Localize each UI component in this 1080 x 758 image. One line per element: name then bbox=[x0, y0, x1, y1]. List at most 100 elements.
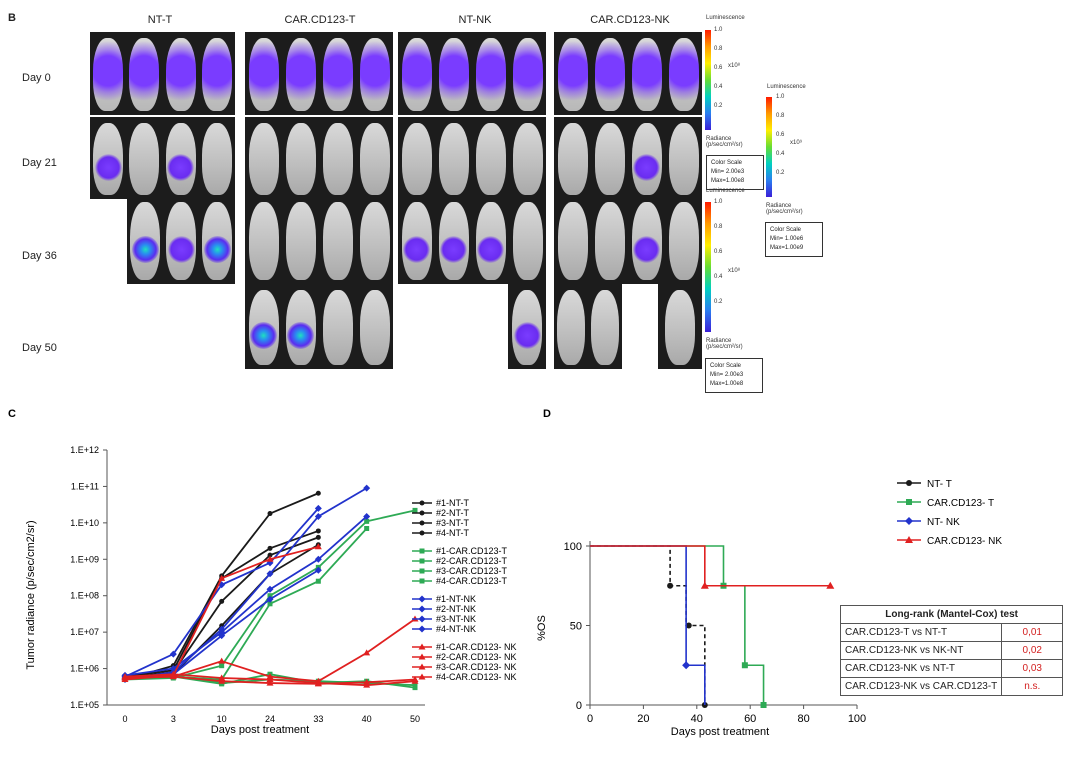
mouse bbox=[591, 290, 619, 365]
table-row: CAR.CD123-T vs NT-T 0,01 bbox=[839, 623, 1064, 642]
mouse bbox=[512, 38, 543, 111]
series-line bbox=[124, 507, 320, 678]
column-title-car-cd123-t: CAR.CD123-T bbox=[284, 14, 356, 26]
data-point bbox=[219, 663, 225, 669]
legend-label: #4-CAR.CD123-T bbox=[436, 576, 508, 586]
y-tick-label: 1.E+09 bbox=[70, 554, 99, 564]
mouse-image-panel bbox=[554, 284, 622, 369]
mouse bbox=[248, 38, 279, 111]
mouse-image-panel bbox=[127, 196, 235, 284]
data-point bbox=[412, 685, 418, 691]
colorbar-top-gradient bbox=[705, 30, 711, 130]
luminescence-signal bbox=[203, 235, 231, 263]
comparison-cell: CAR.CD123-T vs NT-T bbox=[839, 623, 1003, 642]
mouse bbox=[668, 202, 699, 280]
data-point bbox=[314, 512, 322, 520]
legend-marker bbox=[906, 499, 912, 505]
colorbar-bottom-scale-box: Color Scale Min= 2.00e3 Max=1.00e8 bbox=[705, 358, 763, 393]
comparison-cell: CAR.CD123-NK vs NK-NT bbox=[839, 641, 1003, 660]
mouse-image-panel bbox=[508, 284, 546, 369]
x-tick-label: 50 bbox=[410, 714, 420, 724]
panel-b-letter: B bbox=[8, 12, 16, 24]
colorbar-top-tick: 0.4 bbox=[714, 84, 723, 90]
scale-min: Min= 2.00e3 bbox=[711, 169, 745, 175]
mouse bbox=[475, 38, 506, 111]
data-point bbox=[314, 504, 322, 512]
colorbar-mid-tick: 0.8 bbox=[776, 113, 785, 119]
legend-marker bbox=[906, 480, 912, 486]
scale-title: Color Scale bbox=[770, 227, 802, 233]
data-point bbox=[218, 677, 226, 684]
y-tick-label: 1.E+11 bbox=[71, 481, 99, 491]
colorbar-bottom-tick: 1.0 bbox=[714, 199, 723, 205]
table-row: CAR.CD123-NK vs NT-T 0,03 bbox=[839, 659, 1064, 678]
chart-d-x-label: Days post treatment bbox=[671, 726, 769, 738]
chart-d-y-label: %OS bbox=[536, 615, 548, 641]
mouse bbox=[285, 202, 316, 280]
scale-min: Min= 2.00e3 bbox=[710, 372, 744, 378]
x-tick-label: 0 bbox=[122, 714, 127, 724]
mouse-image-panel bbox=[398, 32, 546, 115]
legend-marker bbox=[418, 615, 426, 623]
mouse bbox=[285, 123, 316, 195]
legend-label: NT- T bbox=[927, 479, 952, 490]
legend-label: #3-NT-T bbox=[436, 518, 470, 528]
data-point bbox=[314, 555, 322, 563]
colorbar-top-multiplier: x10⁸ bbox=[728, 63, 741, 69]
colorbar-top-scale-box: Color Scale Min= 2.00e3 Max=1.00e8 bbox=[706, 155, 764, 190]
legend-label: #3-NT-NK bbox=[436, 614, 476, 624]
data-point bbox=[267, 601, 273, 607]
chart-c-x-label: Days post treatment bbox=[211, 724, 309, 735]
mouse-image-panel bbox=[245, 117, 393, 199]
legend-marker bbox=[419, 510, 425, 516]
tumor-radiance-chart: C 1.E+05 1.E+06 1.E+07 1.E+08 1.E+09 1.E+10 1.… bbox=[8, 408, 517, 735]
x-tick-label: 40 bbox=[362, 714, 372, 724]
mouse bbox=[165, 38, 196, 111]
colorbar-bottom-tick: 0.4 bbox=[714, 274, 723, 280]
x-tick-label: 33 bbox=[313, 714, 323, 724]
legend-marker bbox=[418, 625, 426, 633]
mouse-image-panel bbox=[245, 284, 393, 369]
legend-marker bbox=[905, 536, 913, 543]
legend-marker bbox=[905, 517, 913, 525]
luminescence-signal bbox=[167, 153, 195, 181]
data-point bbox=[315, 534, 321, 540]
legend-label: NT- NK bbox=[927, 517, 960, 528]
table-row: CAR.CD123-NK vs CAR.CD123-T n.s. bbox=[839, 677, 1064, 696]
luminescence-signal bbox=[440, 235, 467, 263]
colorbar-mid-scale-box: Color Scale Min= 1.00e6 Max=1.00e9 bbox=[765, 222, 823, 257]
x-tick-label: 10 bbox=[217, 714, 227, 724]
mouse-image-panel bbox=[398, 117, 546, 199]
mouse bbox=[557, 123, 588, 195]
mouse-image-panel bbox=[90, 117, 235, 199]
survival-curve bbox=[590, 545, 765, 705]
legend-marker bbox=[418, 595, 426, 603]
mouse-image-panel bbox=[554, 117, 702, 199]
censor-marker bbox=[682, 661, 691, 670]
row-label-day-21: Day 21 bbox=[22, 157, 57, 169]
data-point bbox=[267, 552, 273, 558]
comparison-cell: CAR.CD123-NK vs CAR.CD123-T bbox=[839, 677, 1003, 696]
mouse bbox=[285, 38, 316, 111]
legend-label: #3-CAR.CD123-T bbox=[436, 566, 508, 576]
data-point bbox=[315, 528, 321, 534]
data-point bbox=[218, 581, 226, 589]
legend-label: #2-CAR.CD123-T bbox=[436, 556, 508, 566]
y-tick-label: 50 bbox=[570, 621, 582, 633]
scale-min: Min= 1.00e6 bbox=[770, 236, 804, 242]
comparison-cell: CAR.CD123-NK vs NT-T bbox=[839, 659, 1003, 678]
survival-curve bbox=[590, 545, 831, 587]
colorbar-mid-multiplier: x10⁹ bbox=[790, 140, 803, 146]
data-point bbox=[169, 673, 177, 680]
data-point bbox=[218, 632, 226, 640]
mouse bbox=[129, 123, 160, 195]
data-point bbox=[266, 676, 274, 683]
colorbar-top-tick: 0.8 bbox=[714, 46, 723, 52]
luminescence-signal bbox=[513, 322, 541, 350]
data-point bbox=[314, 566, 322, 574]
y-tick-label: 1.E+10 bbox=[70, 518, 99, 528]
data-point bbox=[219, 598, 225, 604]
scale-max: Max=1.00e8 bbox=[711, 178, 745, 184]
legend-marker bbox=[418, 663, 426, 670]
legend-marker bbox=[419, 558, 425, 564]
